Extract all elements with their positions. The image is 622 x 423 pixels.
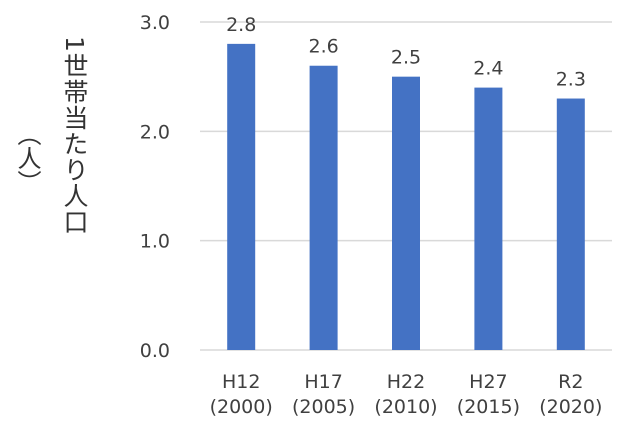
bar — [556, 98, 585, 351]
bar — [392, 76, 420, 351]
bar — [309, 65, 338, 350]
y-tick-label: 2.0 — [140, 121, 170, 143]
x-tick-label: H12 — [222, 371, 260, 393]
x-tick-label: R2 — [558, 371, 583, 393]
x-tick-label-year: (2005) — [292, 396, 355, 418]
y-tick-label: 1.0 — [140, 231, 170, 253]
x-tick-label: H22 — [387, 371, 425, 393]
x-tick-label: H17 — [304, 371, 342, 393]
y-axis-title-area: 1世帯当たり人口 （人） — [0, 0, 100, 423]
x-tick-label-year: (2020) — [539, 396, 602, 418]
bar — [474, 87, 503, 350]
x-tick-label-year: (2000) — [210, 396, 273, 418]
y-axis-unit: （人） — [13, 122, 41, 194]
data-label: 2.4 — [473, 58, 503, 80]
x-tick-label-year: (2015) — [457, 396, 520, 418]
y-tick-label: 0.0 — [140, 340, 170, 362]
x-tick-label: H27 — [469, 371, 507, 393]
data-label: 2.3 — [556, 69, 586, 91]
data-label: 2.5 — [391, 47, 421, 69]
data-label: 2.8 — [226, 14, 256, 36]
x-tick-label-year: (2010) — [374, 396, 437, 418]
bar — [227, 43, 256, 350]
data-label: 2.6 — [308, 36, 338, 58]
y-tick-label: 3.0 — [140, 12, 170, 34]
y-axis-title: 1世帯当たり人口 — [60, 36, 89, 235]
